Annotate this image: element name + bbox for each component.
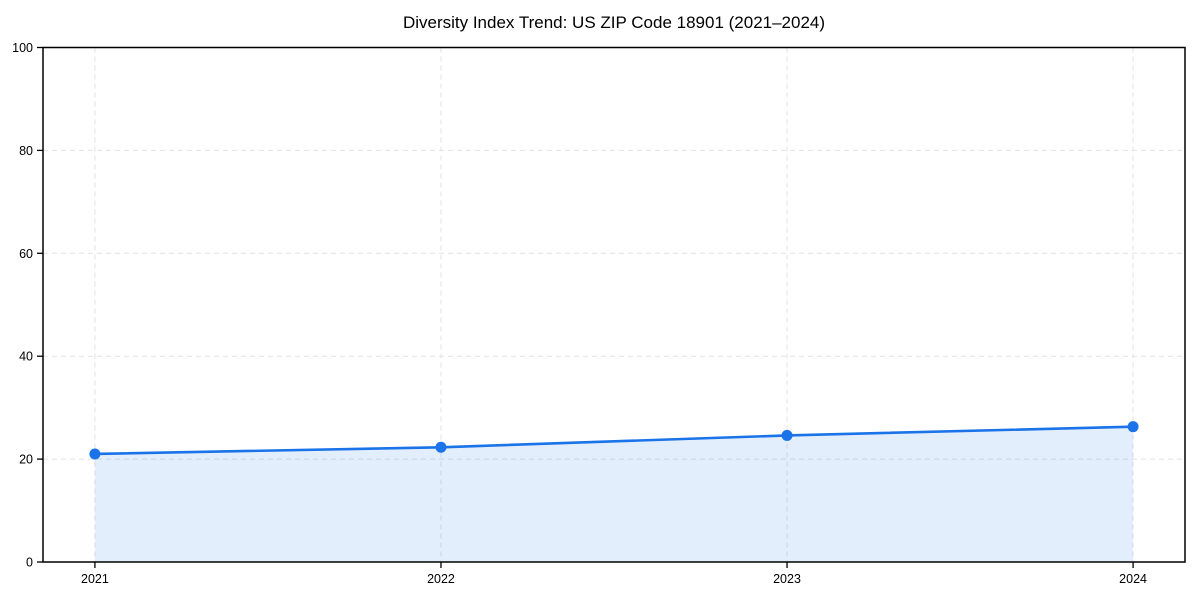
data-point-2023 — [781, 429, 793, 441]
gridlines-group — [43, 47, 1185, 562]
data-point-2024 — [1127, 421, 1139, 433]
area-fill-group — [94, 426, 1134, 562]
tick-labels-group: 0 20 40 60 80 100 2021 2022 2023 2024 — [12, 41, 1147, 586]
area-fill — [94, 426, 1134, 562]
y-tick-label-60: 60 — [19, 247, 33, 261]
y-tick-label-40: 40 — [19, 350, 33, 364]
trend-line — [93, 425, 1135, 456]
y-tick-label-80: 80 — [19, 144, 33, 158]
x-tick-label-2024: 2024 — [1119, 572, 1147, 586]
plot-frame — [42, 46, 1186, 563]
chart-title: Diversity Index Trend: US ZIP Code 18901… — [403, 13, 825, 32]
x-tick-label-2023: 2023 — [773, 572, 801, 586]
y-tick-label-20: 20 — [19, 453, 33, 467]
axes-spines-group — [42, 46, 1186, 563]
x-tick-label-2022: 2022 — [427, 572, 455, 586]
y-tick-label-100: 100 — [12, 41, 33, 55]
data-points-group — [89, 421, 1139, 460]
data-point-2021 — [89, 448, 101, 460]
trend-line-group — [93, 425, 1135, 456]
data-point-2022 — [435, 441, 447, 453]
x-tick-label-2021: 2021 — [81, 572, 109, 586]
y-tick-label-0: 0 — [26, 556, 33, 570]
tick-marks-group — [37, 46, 1134, 568]
